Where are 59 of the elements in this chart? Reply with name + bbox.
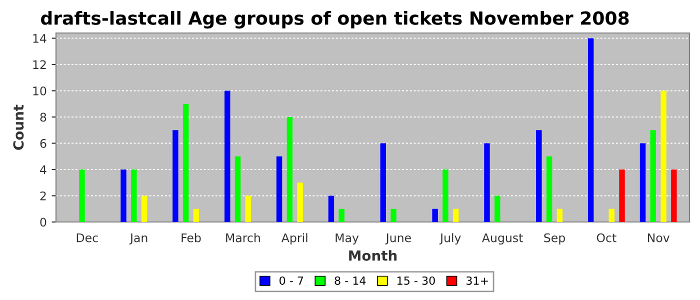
bar: [494, 196, 500, 222]
bar: [608, 208, 614, 222]
bar: [297, 182, 303, 222]
bar: [660, 90, 666, 222]
y-tick-label: 2: [40, 191, 46, 200]
bar: [172, 130, 178, 222]
bar: [619, 170, 625, 222]
x-axis-title: Month: [349, 250, 397, 261]
legend-label: 31+: [466, 276, 488, 285]
legend-label: 8 - 14: [334, 276, 366, 285]
bar: [432, 208, 438, 222]
bar: [120, 170, 126, 222]
x-tick-label: Oct: [596, 233, 616, 242]
x-tick-label: August: [482, 233, 523, 245]
y-tick-label: 4: [40, 165, 46, 174]
bar: [390, 208, 396, 222]
y-tick-label: 12: [33, 60, 46, 69]
bar: [588, 38, 594, 222]
bar: [338, 208, 344, 222]
bar: [442, 170, 448, 222]
bar: [640, 143, 646, 222]
bar: [556, 208, 563, 222]
y-tick-label: 14: [33, 34, 46, 43]
bar: [234, 156, 241, 222]
y-axis-title: Count: [13, 104, 24, 150]
bar: [671, 170, 677, 222]
bar: [484, 143, 490, 222]
bar: [182, 104, 189, 222]
x-tick-label: March: [226, 233, 260, 242]
bar: [650, 130, 656, 222]
x-tick-label: July: [439, 233, 461, 245]
legend-label: 0 - 7: [280, 276, 304, 285]
bar: [245, 196, 251, 222]
y-tick-label: 6: [40, 138, 46, 148]
bar: [224, 90, 230, 222]
bar: [141, 196, 148, 222]
x-tick-label: June: [385, 233, 411, 244]
x-tick-label: Jan: [129, 233, 148, 244]
bar: [452, 208, 459, 222]
x-tick-label: Nov: [648, 233, 670, 242]
bar: [328, 196, 334, 222]
x-tick-label: Sep: [544, 233, 565, 245]
legend-label: 15 - 30: [398, 276, 435, 285]
y-tick-label: 0: [40, 218, 46, 227]
bar: [380, 143, 386, 222]
x-tick-label: Dec: [76, 233, 98, 242]
bar: [286, 117, 293, 222]
x-tick-label: Feb: [182, 233, 201, 242]
bar: [131, 170, 137, 222]
bar: [193, 208, 200, 222]
x-tick-label: May: [336, 233, 359, 245]
y-tick-label: 8: [40, 112, 46, 122]
bar: [79, 170, 85, 222]
chart-title: drafts-lastcall Age groups of open tickets November 2008: [40, 10, 629, 29]
bar: [546, 156, 552, 222]
y-tick-label: 10: [33, 86, 46, 96]
bar: [276, 156, 282, 222]
x-tick-label: April: [281, 233, 308, 245]
bar: [536, 130, 542, 222]
